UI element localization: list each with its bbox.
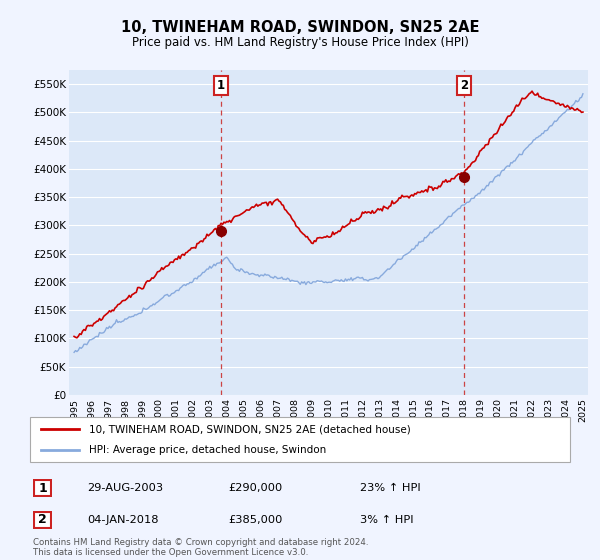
FancyBboxPatch shape xyxy=(34,480,51,496)
Text: £290,000: £290,000 xyxy=(228,483,282,493)
Text: 29-AUG-2003: 29-AUG-2003 xyxy=(87,483,163,493)
Text: £385,000: £385,000 xyxy=(228,515,283,525)
Text: 2: 2 xyxy=(460,79,469,92)
Text: 1: 1 xyxy=(38,482,47,495)
Text: 23% ↑ HPI: 23% ↑ HPI xyxy=(360,483,421,493)
Text: 10, TWINEHAM ROAD, SWINDON, SN25 2AE: 10, TWINEHAM ROAD, SWINDON, SN25 2AE xyxy=(121,20,479,35)
Text: 04-JAN-2018: 04-JAN-2018 xyxy=(87,515,158,525)
Text: 3% ↑ HPI: 3% ↑ HPI xyxy=(360,515,413,525)
Text: 10, TWINEHAM ROAD, SWINDON, SN25 2AE (detached house): 10, TWINEHAM ROAD, SWINDON, SN25 2AE (de… xyxy=(89,424,411,435)
Text: Price paid vs. HM Land Registry's House Price Index (HPI): Price paid vs. HM Land Registry's House … xyxy=(131,36,469,49)
FancyBboxPatch shape xyxy=(34,512,51,528)
Text: 1: 1 xyxy=(217,79,225,92)
Text: 2: 2 xyxy=(38,513,47,526)
FancyBboxPatch shape xyxy=(30,417,570,462)
Text: Contains HM Land Registry data © Crown copyright and database right 2024.
This d: Contains HM Land Registry data © Crown c… xyxy=(33,538,368,557)
Text: HPI: Average price, detached house, Swindon: HPI: Average price, detached house, Swin… xyxy=(89,445,326,455)
